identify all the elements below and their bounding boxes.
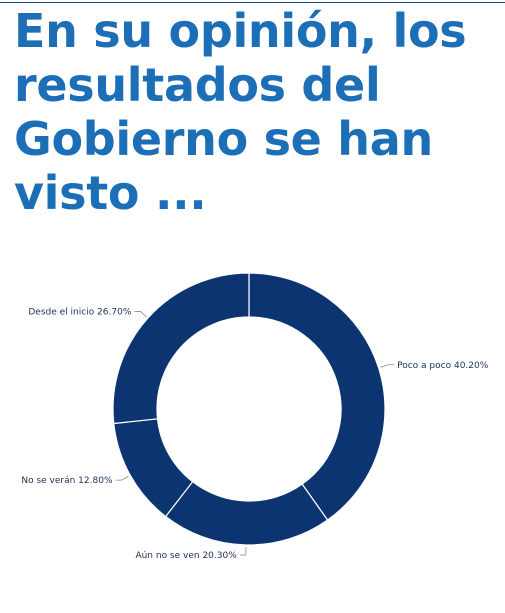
leader-desde-el-inicio — [134, 311, 147, 318]
donut-labels: Poco a poco 40.20% Aún no se ven 20.30% No… — [21, 307, 488, 561]
donut-slices — [112, 272, 386, 546]
slice-aun-no-se-ven — [164, 480, 329, 546]
page-title: En su opinión, los resultados del Gobier… — [14, 4, 467, 220]
label-desde-el-inicio: Desde el inicio 26.70% — [28, 307, 131, 317]
leader-poco-a-poco — [380, 364, 395, 368]
slice-poco-a-poco — [248, 272, 386, 521]
label-aun-no-se-ven: Aún no se ven 20.30% — [135, 551, 237, 561]
label-poco-a-poco: Poco a poco 40.20% — [397, 361, 489, 371]
slice-desde-el-inicio — [112, 272, 250, 425]
label-no-se-veran: No se verán 12.80% — [21, 476, 113, 486]
leader-no-se-veran — [115, 475, 129, 481]
top-rule — [0, 2, 505, 3]
leader-aun-no-se-ven — [239, 546, 247, 556]
